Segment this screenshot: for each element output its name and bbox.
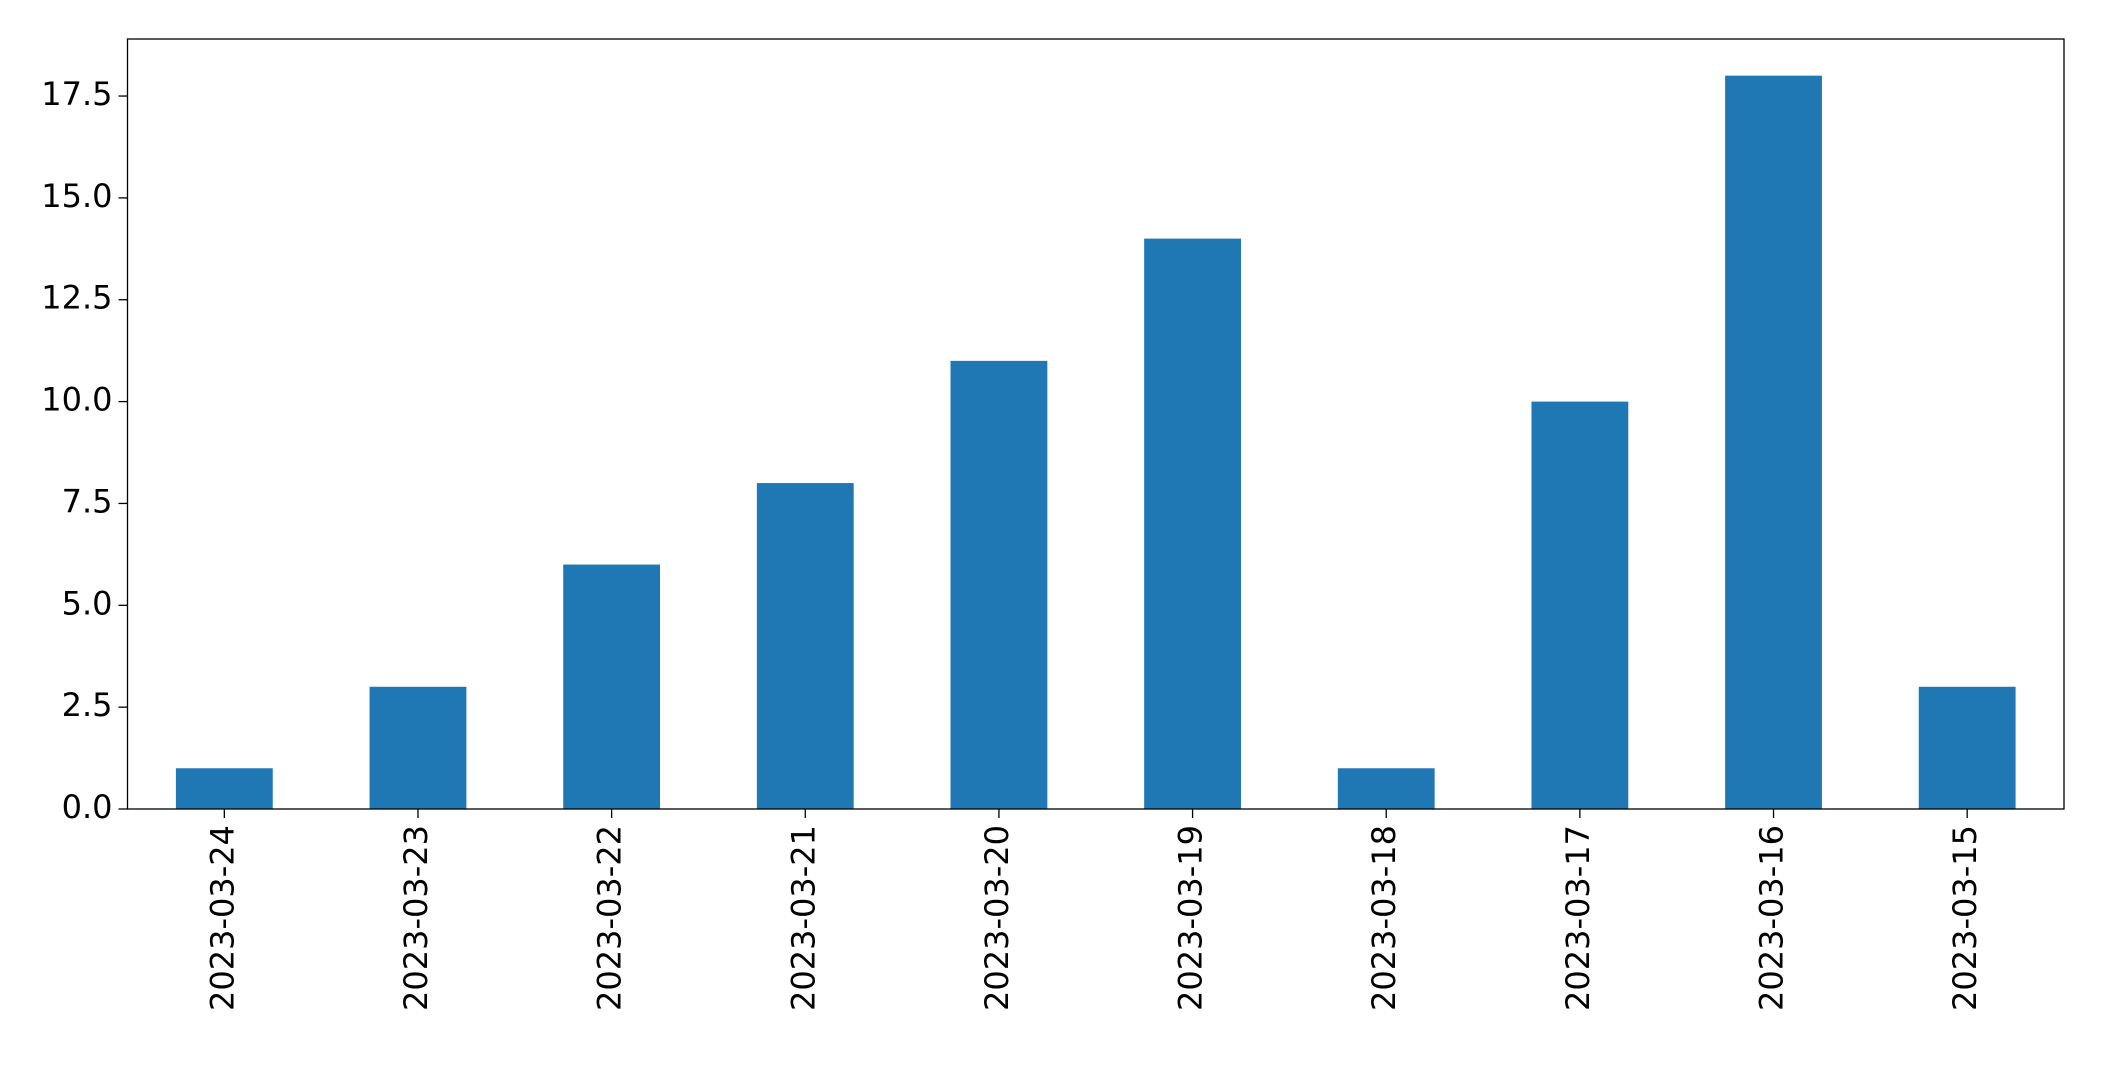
x-tick-label: 2023-03-18 — [1365, 825, 1403, 1011]
y-tick-label: 12.5 — [41, 279, 112, 317]
x-tick-label: 2023-03-22 — [591, 825, 629, 1011]
bar — [950, 360, 1048, 809]
y-tick-label: 7.5 — [62, 482, 113, 520]
y-tick-label: 17.5 — [41, 75, 112, 113]
y-tick-label: 2.5 — [62, 686, 113, 724]
y-tick-label: 15.0 — [41, 177, 112, 215]
bar — [1725, 75, 1822, 809]
bar — [1531, 401, 1629, 809]
bar — [369, 686, 467, 809]
bar — [563, 564, 661, 809]
x-tick-label: 2023-03-24 — [203, 825, 241, 1011]
x-tick-label: 2023-03-16 — [1753, 825, 1791, 1011]
bar — [1918, 686, 2016, 809]
bar — [1337, 768, 1435, 809]
plot-frame — [126, 38, 2065, 810]
bar — [175, 768, 273, 809]
x-tick-label: 2023-03-23 — [397, 825, 435, 1011]
y-tick-label: 10.0 — [41, 381, 112, 419]
x-tick-label: 2023-03-20 — [978, 825, 1016, 1011]
x-tick-label: 2023-03-15 — [1946, 825, 1984, 1011]
y-tick-label: 5.0 — [62, 584, 113, 622]
y-tick-label: 0.0 — [62, 788, 113, 826]
bar — [1144, 238, 1241, 809]
x-tick-label: 2023-03-19 — [1172, 825, 1210, 1011]
x-tick-label: 2023-03-21 — [784, 825, 822, 1011]
x-tick-label: 2023-03-17 — [1559, 825, 1597, 1011]
bar — [756, 483, 854, 809]
